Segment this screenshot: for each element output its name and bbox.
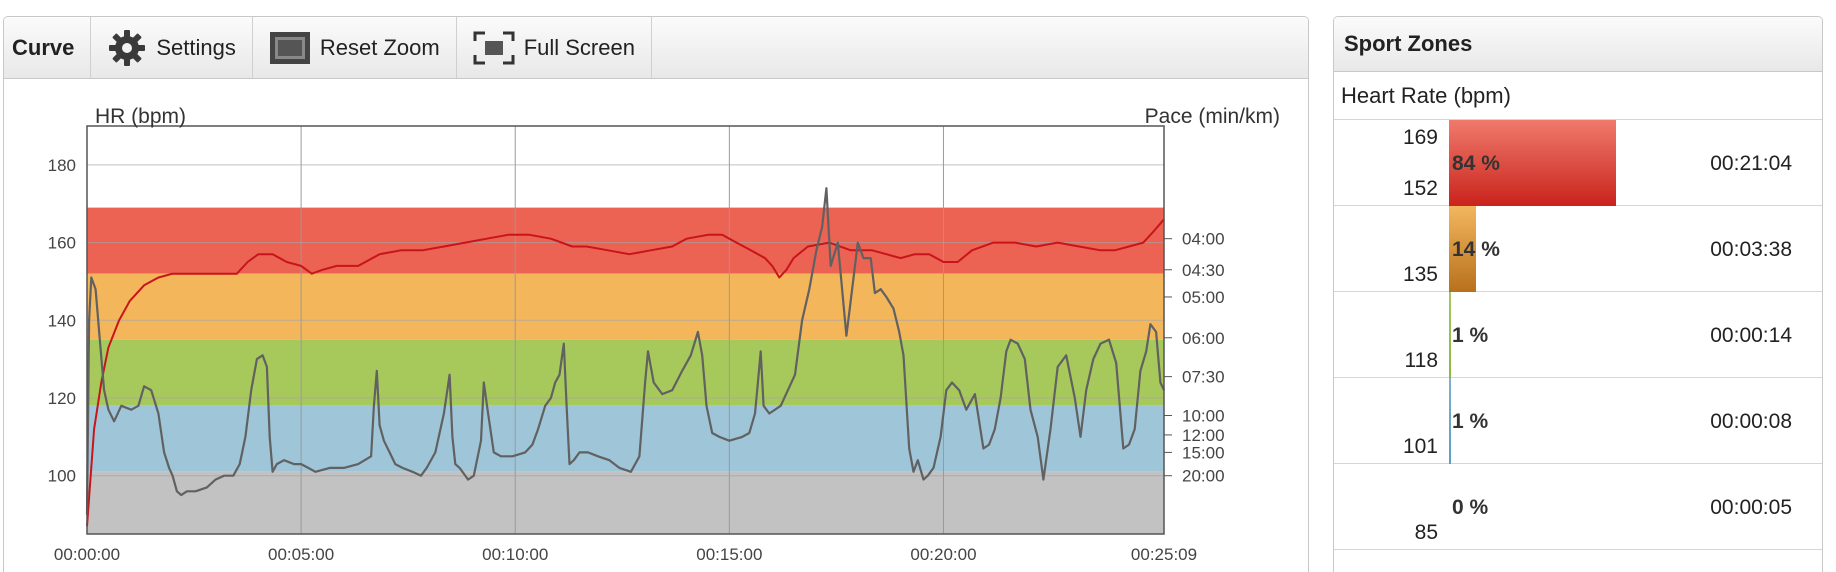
x-tick-label: 00:25:09 — [1131, 545, 1197, 564]
full-screen-icon — [473, 31, 515, 64]
sport-zones-title: Sport Zones — [1334, 17, 1822, 72]
zone-bar — [1449, 292, 1451, 378]
y-tick-label: 100 — [48, 467, 76, 486]
zone-lower-bound: 152 — [1402, 177, 1438, 200]
zone-time: 00:00:08 — [1710, 410, 1792, 433]
pace-tick-label: 10:00 — [1182, 406, 1225, 425]
zone-rows: 169 152 84 % 00:21:04 135 14 % 00:03:38 118 1 % 0… — [1334, 120, 1822, 550]
zone-row: 135 14 % 00:03:38 — [1334, 206, 1822, 292]
zone-row: 85 0 % 00:00:05 — [1334, 464, 1822, 550]
y-tick-label: 180 — [48, 156, 76, 175]
heart-rate-chart[interactable]: 100 120 140 160 180 00:00:00 00:05:00 00:10:00 0… — [4, 79, 1309, 572]
zone-percent: 0 % — [1452, 496, 1489, 519]
y-tick-label: 120 — [48, 389, 76, 408]
zone-percent: 1 % — [1452, 410, 1489, 433]
x-tick-label: 00:15:00 — [696, 545, 762, 564]
x-tick-label: 00:10:00 — [482, 545, 548, 564]
curve-toolbar: Curve Settings — [4, 17, 1308, 79]
pace-line — [86, 218, 1165, 527]
sport-zones-panel: Sport Zones Heart Rate (bpm) 169 152 84 % 0… — [1333, 16, 1823, 572]
gear-icon — [109, 29, 146, 66]
zone-bar — [1449, 378, 1451, 464]
reset-zoom-button[interactable]: Reset Zoom — [253, 17, 457, 78]
curve-title: Curve — [4, 17, 92, 78]
zone-band-4 — [87, 405, 1164, 472]
sport-zones-subtitle: Heart Rate (bpm) — [1334, 72, 1822, 120]
curve-panel: Curve Settings — [3, 16, 1309, 572]
zone-band-2 — [87, 273, 1164, 340]
zone-lower-bound: 85 — [1414, 521, 1438, 544]
zone-percent: 1 % — [1452, 324, 1489, 347]
zone-time: 00:00:05 — [1710, 496, 1792, 519]
zone-lower-bound: 101 — [1402, 435, 1438, 458]
zone-upper-bound: 169 — [1402, 126, 1438, 149]
reset-zoom-icon — [269, 31, 310, 64]
plot-frame — [86, 125, 1165, 535]
pace-tick-label: 05:00 — [1182, 288, 1225, 307]
pace-tick-label: 12:00 — [1182, 426, 1225, 445]
zone-band-1 — [87, 207, 1164, 274]
full-screen-label: Full Screen — [523, 34, 635, 60]
y-tick-label: 140 — [48, 311, 76, 330]
pace-tick-label: 07:30 — [1182, 368, 1225, 387]
zone-lower-bound: 118 — [1404, 349, 1438, 372]
zone-band-3 — [87, 339, 1164, 406]
pace-tick-label: 20:00 — [1182, 467, 1225, 486]
zone-bar — [1449, 120, 1616, 206]
hr-axis-label: HR (bpm) — [95, 105, 186, 128]
pace-tick-label: 15:00 — [1182, 443, 1225, 462]
zone-time: 00:21:04 — [1710, 152, 1792, 175]
zone-lower-bound: 135 — [1402, 263, 1438, 286]
pace-tick-label: 04:30 — [1182, 261, 1225, 280]
zone-band-5 — [87, 471, 1164, 534]
x-tick-label: 00:05:00 — [268, 545, 334, 564]
zone-time: 00:03:38 — [1710, 238, 1792, 261]
pace-tick-label: 04:00 — [1182, 230, 1225, 249]
pace-axis-label: Pace (min/km) — [1145, 105, 1280, 128]
heart-rate-line — [85, 187, 1165, 515]
zone-percent: 84 % — [1452, 152, 1500, 175]
x-tick-label: 00:00:00 — [54, 545, 120, 564]
zone-bar — [1449, 206, 1476, 292]
curve-chart-area: 100 120 140 160 180 00:00:00 00:05:00 00:10:00 0… — [4, 79, 1309, 572]
zone-time: 00:00:14 — [1710, 324, 1792, 347]
zone-row: 169 152 84 % 00:21:04 — [1334, 120, 1822, 206]
pace-tick-label: 06:00 — [1182, 329, 1225, 348]
zone-row: 101 1 % 00:00:08 — [1334, 378, 1822, 464]
reset-zoom-label: Reset Zoom — [319, 34, 440, 60]
x-tick-label: 00:20:00 — [910, 545, 976, 564]
zone-percent: 14 % — [1452, 238, 1500, 261]
settings-button[interactable]: Settings — [91, 17, 253, 78]
full-screen-button[interactable]: Full Screen — [457, 17, 652, 78]
y-tick-label: 160 — [48, 234, 76, 253]
zone-row: 118 1 % 00:00:14 — [1334, 292, 1822, 378]
settings-label: Settings — [156, 34, 236, 60]
